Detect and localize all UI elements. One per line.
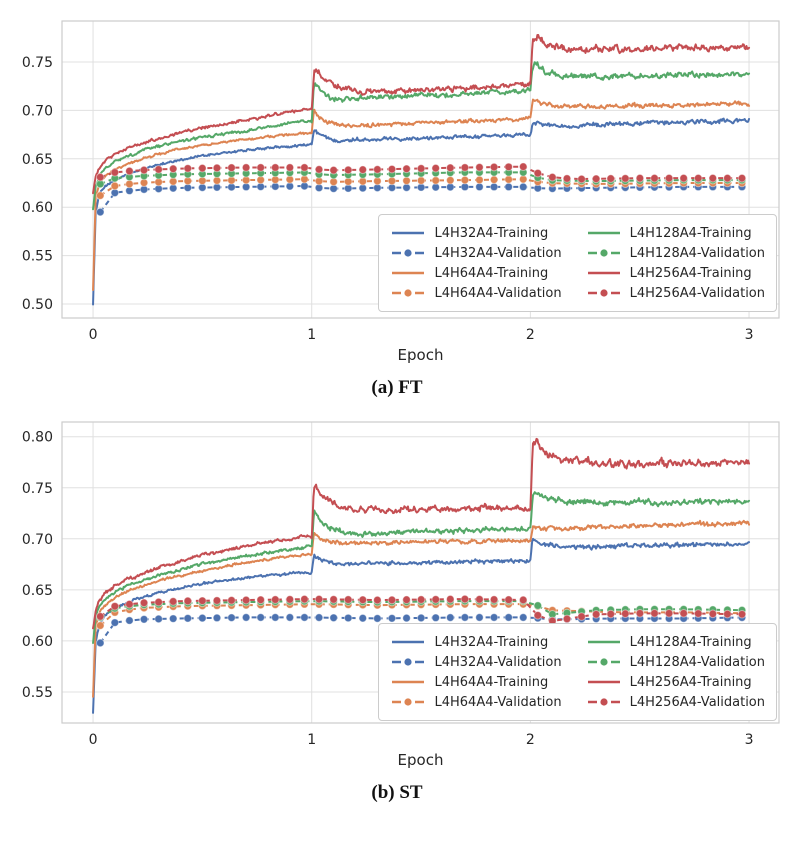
series-line-L4H32A4-Training	[92, 537, 751, 714]
dashed-dot-swatch-icon	[587, 249, 620, 257]
y-tick-label: 0.55	[22, 685, 53, 701]
legend-label: L4H128A4-Training	[629, 634, 752, 650]
legend-item-L4H128A4-Validation: L4H128A4-Validation	[586, 243, 765, 263]
y-tick-label: 0.60	[22, 634, 53, 650]
x-tick-label: 1	[307, 732, 316, 748]
solid-line-swatch-icon	[392, 640, 425, 644]
legend-item-L4H256A4-Training: L4H256A4-Training	[586, 672, 765, 692]
series-line-L4H256A4-Training	[92, 437, 751, 630]
series-dashline-L4H128A4-Validation	[99, 600, 743, 619]
series-dashline-L4H32A4-Validation	[99, 185, 742, 213]
series-markers-L4H256A4-Validation	[95, 162, 747, 184]
legend-item-L4H64A4-Validation: L4H64A4-Validation	[390, 692, 562, 712]
subfigure-b-caption: (b) ST	[371, 782, 423, 803]
y-tick-label: 0.70	[22, 532, 53, 548]
x-tick-label: 3	[745, 732, 754, 748]
series-line-L4H128A4-Training	[92, 61, 751, 211]
series-group	[92, 34, 751, 306]
series-line-L4H64A4-Training	[92, 98, 751, 291]
subfigure-a-caption: (a) FT	[371, 377, 423, 398]
x-axis-label: Epoch	[398, 751, 444, 769]
axis-tick-labels: 0.75 0.70 0.65 0.60 0.55 0.50 0 1 2 3 Epoch	[22, 55, 754, 364]
legend-label: L4H32A4-Validation	[434, 654, 562, 670]
legend-label: L4H128A4-Training	[629, 225, 752, 241]
legend-label: L4H256A4-Training	[629, 674, 752, 690]
legend-label: L4H64A4-Validation	[434, 285, 562, 301]
series-line-L4H128A4-Training	[92, 491, 751, 645]
solid-line-swatch-icon	[587, 680, 620, 684]
y-tick-label: 0.75	[22, 481, 53, 497]
legend-item-L4H64A4-Training: L4H64A4-Training	[390, 263, 561, 283]
y-tick-label: 0.60	[22, 200, 53, 216]
dashed-dot-swatch-icon	[392, 698, 425, 706]
solid-line-swatch-icon	[587, 640, 620, 644]
legend-label: L4H256A4-Validation	[629, 285, 765, 301]
dashed-dot-swatch-icon	[587, 698, 620, 706]
y-tick-label: 0.75	[22, 55, 53, 71]
st-plot: 0.80 0.75 0.70 0.65 0.60 0.55 0 1 2 3 Epoch L4H32A…	[0, 405, 794, 770]
y-tick-label: 0.65	[22, 583, 53, 599]
series-dashline-L4H128A4-Validation	[99, 171, 742, 185]
x-tick-label: 0	[89, 732, 98, 748]
dashed-dot-swatch-icon	[392, 658, 425, 666]
solid-line-swatch-icon	[392, 231, 425, 235]
solid-line-swatch-icon	[392, 271, 425, 275]
plot-border	[61, 421, 780, 724]
solid-line-swatch-icon	[587, 271, 620, 275]
legend-label: L4H128A4-Validation	[629, 245, 765, 261]
series-line-L4H256A4-Training	[92, 34, 751, 195]
x-tick-label: 3	[745, 327, 754, 343]
legend-item-L4H128A4-Training: L4H128A4-Training	[586, 632, 765, 652]
x-tick-label: 0	[89, 327, 98, 343]
subfigure-a: 0.75 0.70 0.65 0.60 0.55 0.50 0 1 2 3 Epoch L4H32A…	[0, 0, 794, 405]
legend-label: L4H64A4-Training	[434, 265, 549, 281]
y-tick-label: 0.80	[22, 430, 53, 446]
legend-item-L4H32A4-Validation: L4H32A4-Validation	[390, 243, 562, 263]
x-tick-label: 2	[526, 327, 535, 343]
dashed-dot-swatch-icon	[392, 289, 425, 297]
dashed-dot-swatch-icon	[587, 658, 620, 666]
legend-label: L4H32A4-Training	[434, 225, 549, 241]
legend-item-L4H32A4-Training: L4H32A4-Training	[390, 632, 561, 652]
plot-border	[61, 20, 780, 319]
legend-label: L4H32A4-Training	[434, 634, 549, 650]
st-legend: L4H32A4-Training L4H32A4-Validation L4H64A…	[378, 623, 777, 721]
legend-item-L4H32A4-Validation: L4H32A4-Validation	[390, 652, 562, 672]
dashed-dot-swatch-icon	[392, 249, 425, 257]
ft-legend: L4H32A4-Training L4H32A4-Validation L4H64A…	[378, 214, 777, 312]
solid-line-swatch-icon	[392, 680, 425, 684]
series-group	[92, 437, 751, 714]
legend-label: L4H32A4-Validation	[434, 245, 562, 261]
series-line-L4H64A4-Training	[92, 519, 751, 698]
y-tick-label: 0.70	[22, 103, 53, 119]
dashed-dot-swatch-icon	[587, 289, 620, 297]
x-tick-label: 1	[307, 327, 316, 343]
legend-item-L4H256A4-Validation: L4H256A4-Validation	[586, 692, 765, 712]
x-tick-label: 2	[526, 732, 535, 748]
legend-item-L4H128A4-Validation: L4H128A4-Validation	[586, 652, 765, 672]
legend-label: L4H64A4-Training	[434, 674, 549, 690]
legend-label: L4H128A4-Validation	[629, 654, 765, 670]
legend-label: L4H256A4-Validation	[629, 694, 765, 710]
ft-plot: 0.75 0.70 0.65 0.60 0.55 0.50 0 1 2 3 Epoch L4H32A…	[0, 0, 794, 365]
y-tick-label: 0.50	[22, 297, 53, 313]
solid-line-swatch-icon	[587, 231, 620, 235]
legend-item-L4H32A4-Training: L4H32A4-Training	[390, 223, 561, 243]
y-tick-label: 0.65	[22, 152, 53, 168]
legend-item-L4H256A4-Validation: L4H256A4-Validation	[586, 283, 765, 303]
legend-label: L4H64A4-Validation	[434, 694, 562, 710]
series-dashline-L4H32A4-Validation	[99, 616, 743, 644]
subfigure-b: 0.80 0.75 0.70 0.65 0.60 0.55 0 1 2 3 Epoch L4H32A…	[0, 405, 794, 810]
legend-item-L4H64A4-Training: L4H64A4-Training	[390, 672, 561, 692]
y-tick-label: 0.55	[22, 249, 53, 265]
series-markers-L4H256A4-Validation	[95, 594, 747, 626]
legend-item-L4H128A4-Training: L4H128A4-Training	[586, 223, 765, 243]
x-axis-label: Epoch	[398, 346, 444, 364]
axis-tick-labels: 0.80 0.75 0.70 0.65 0.60 0.55 0 1 2 3 Epoch	[22, 430, 754, 769]
series-line-L4H32A4-Training	[92, 117, 751, 306]
legend-item-L4H64A4-Validation: L4H64A4-Validation	[390, 283, 562, 303]
legend-label: L4H256A4-Training	[629, 265, 752, 281]
legend-item-L4H256A4-Training: L4H256A4-Training	[586, 263, 765, 283]
